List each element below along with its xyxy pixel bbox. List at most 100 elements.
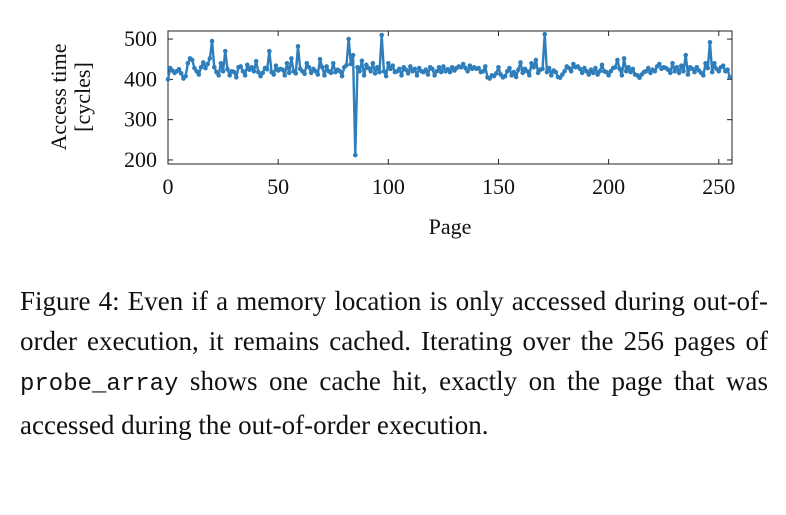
data-point [375, 64, 380, 70]
data-point [194, 69, 199, 74]
data-point [240, 69, 246, 74]
data-point [388, 66, 393, 72]
data-point [430, 66, 435, 72]
data-point [397, 66, 402, 72]
data-point [359, 58, 365, 64]
data-point [465, 69, 470, 74]
data-point [637, 75, 642, 81]
data-point [214, 69, 219, 75]
data-point [681, 69, 686, 74]
data-point [438, 69, 444, 75]
data-point [216, 73, 221, 78]
data-point [412, 66, 418, 72]
data-point [533, 57, 539, 63]
data-point [227, 73, 232, 78]
data-point [249, 64, 255, 70]
data-point [531, 64, 537, 70]
data-point [304, 60, 310, 66]
data-point [679, 63, 684, 68]
data-point [308, 70, 314, 76]
data-point [328, 70, 334, 76]
data-point [302, 71, 307, 77]
data-point [527, 73, 532, 78]
data-point [460, 61, 466, 67]
data-point [198, 64, 204, 70]
data-point [434, 69, 440, 74]
data-point [346, 36, 351, 42]
data-point [690, 66, 695, 72]
data-point [584, 69, 589, 74]
data-point [425, 72, 431, 77]
data-point [273, 63, 279, 68]
caption-text-end: shows one cache hit, exactly on the page… [20, 366, 768, 440]
caption-text: Figure 4: Even if a memory location is o… [20, 286, 768, 356]
y-axis-label-line-2: [cycles] [70, 62, 95, 132]
data-point [493, 71, 499, 76]
data-point [467, 63, 473, 68]
data-point [668, 70, 673, 76]
data-point [405, 71, 411, 76]
data-point [652, 69, 658, 74]
data-point [579, 70, 585, 76]
data-point [568, 69, 574, 74]
data-point [535, 70, 541, 76]
data-point [577, 66, 583, 72]
data-point [590, 70, 596, 76]
data-point [617, 66, 622, 72]
data-point [720, 63, 726, 68]
data-point [339, 73, 345, 79]
data-point [386, 60, 391, 66]
data-point [245, 62, 250, 68]
data-point [665, 67, 671, 72]
data-point [322, 73, 327, 78]
data-point [595, 72, 600, 77]
data-point [253, 58, 259, 64]
data-point [586, 72, 592, 77]
data-point [447, 69, 453, 75]
data-point [352, 152, 358, 158]
data-point [165, 77, 171, 82]
data-point [626, 64, 631, 70]
y-axis-label: Access time [cycles] [46, 44, 95, 151]
data-point [348, 61, 354, 67]
data-point [683, 52, 689, 58]
data-point [566, 65, 572, 71]
data-point [593, 65, 598, 71]
data-point [280, 67, 285, 72]
data-point [377, 69, 382, 75]
data-point [178, 71, 184, 76]
x-tick-label: 0 [163, 174, 174, 199]
data-point [511, 69, 517, 75]
x-tick-labels: 0 50 100 150 200 250 [163, 174, 736, 199]
data-point [319, 64, 325, 70]
data-point [520, 70, 525, 76]
data-point [189, 57, 195, 63]
data-point [703, 60, 708, 66]
data-point [562, 69, 567, 74]
data-point [357, 69, 362, 74]
data-point [606, 73, 611, 78]
data-point [630, 66, 636, 72]
axis-ticks [167, 31, 732, 164]
data-point [222, 48, 228, 54]
data-point [623, 69, 629, 74]
y-tick-label: 400 [124, 66, 157, 91]
data-point [571, 61, 576, 67]
data-point [289, 56, 294, 61]
data-point [203, 65, 208, 71]
data-point [712, 60, 717, 66]
data-point [560, 72, 565, 77]
data-point [399, 73, 404, 78]
data-point [390, 63, 396, 68]
data-point [701, 73, 706, 78]
data-point [516, 67, 521, 72]
y-tick-label: 500 [124, 26, 157, 51]
data-point [463, 65, 468, 71]
data-point [694, 64, 700, 70]
data-point [313, 69, 318, 74]
data-point [692, 69, 697, 75]
data-point [502, 73, 508, 79]
data-point [368, 69, 373, 74]
data-point [582, 65, 587, 71]
data-point [685, 72, 691, 77]
